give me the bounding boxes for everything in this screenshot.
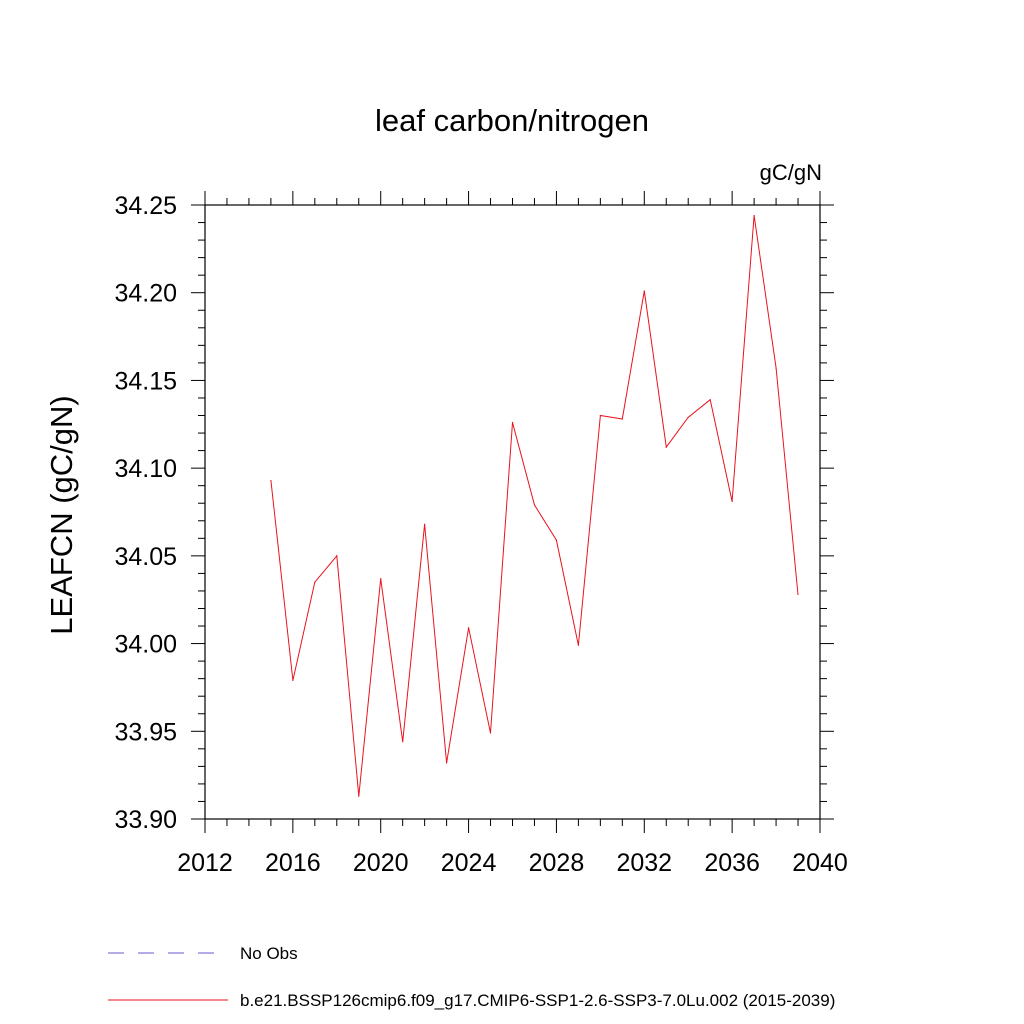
axis-ticks xyxy=(191,191,834,833)
data-point xyxy=(467,627,470,629)
data-point xyxy=(775,367,777,369)
y-tick-label: 34.00 xyxy=(114,631,177,659)
data-point xyxy=(709,399,711,401)
x-tick-label: 2032 xyxy=(616,849,672,877)
data-point xyxy=(797,593,799,596)
units-label: gC/gN xyxy=(760,160,822,185)
y-tick-label: 33.95 xyxy=(114,718,177,746)
y-axis-label: LEAFCN (gC/gN) xyxy=(44,395,79,634)
data-point xyxy=(270,479,272,482)
data-point xyxy=(621,418,623,420)
y-tick-label: 34.25 xyxy=(114,192,177,220)
series-line xyxy=(270,215,799,797)
data-point xyxy=(577,644,579,646)
y-tick-label: 34.20 xyxy=(114,280,177,308)
data-point xyxy=(424,523,426,525)
y-tick-labels: 33.90 33.95 34.00 34.05 34.10 34.15 34.20 34.25 xyxy=(114,192,177,834)
data-point xyxy=(643,290,645,292)
legend: No Obs b.e21.BSSP126cmip6.f09_g17.CMIP6-… xyxy=(108,944,835,1010)
plot-frame xyxy=(204,204,821,820)
y-tick-label: 33.90 xyxy=(114,806,177,834)
y-tick-label: 34.05 xyxy=(114,543,177,571)
x-tick-label: 2036 xyxy=(704,849,760,877)
data-point xyxy=(511,421,514,424)
data-point xyxy=(358,795,360,797)
data-point xyxy=(489,732,492,734)
chart-title: leaf carbon/nitrogen xyxy=(375,103,649,138)
x-tick-label: 2020 xyxy=(353,849,409,877)
data-point xyxy=(753,214,755,217)
data-point xyxy=(402,741,404,743)
data-point xyxy=(336,555,338,557)
data-point xyxy=(446,762,448,764)
y-tick-label: 34.10 xyxy=(114,455,177,483)
data-point xyxy=(599,414,601,417)
x-tick-label: 2016 xyxy=(265,849,321,877)
x-tick-label: 2024 xyxy=(441,849,497,877)
legend-label-no-obs: No Obs xyxy=(240,944,298,963)
legend-label-model-run: b.e21.BSSP126cmip6.f09_g17.CMIP6-SSP1-2.… xyxy=(240,991,835,1010)
x-tick-labels: 2012 2016 2020 2024 2028 2032 2036 2040 xyxy=(177,849,848,877)
data-point xyxy=(555,539,558,541)
data-point xyxy=(380,578,382,580)
data-point xyxy=(731,500,733,503)
x-tick-label: 2028 xyxy=(529,849,585,877)
y-tick-label: 34.15 xyxy=(114,367,177,395)
x-tick-label: 2040 xyxy=(792,849,848,877)
data-point xyxy=(314,581,316,583)
data-point xyxy=(533,504,536,506)
data-point xyxy=(665,446,667,448)
x-tick-label: 2012 xyxy=(177,849,233,877)
series-group xyxy=(270,214,799,797)
data-point xyxy=(687,416,689,418)
data-point xyxy=(292,679,294,682)
